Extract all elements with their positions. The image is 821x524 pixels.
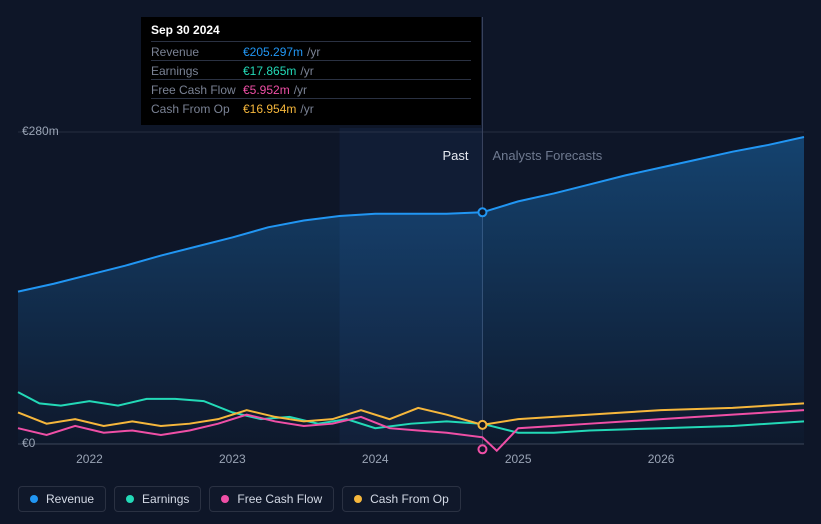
y-axis-zero-label: €0 [22,436,35,450]
legend-dot-icon [126,495,134,503]
revenue-marker [478,208,486,216]
tooltip-row: Cash From Op€16.954m/yr [151,98,471,117]
fcf-marker [478,445,486,453]
tooltip-row-label: Cash From Op [151,102,243,116]
tooltip-row-value: €5.952m [243,83,290,97]
legend-dot-icon [221,495,229,503]
tooltip-row-label: Free Cash Flow [151,83,243,97]
legend-label: Revenue [46,492,94,506]
tooltip-row-label: Revenue [151,45,243,59]
legend-label: Earnings [142,492,189,506]
tooltip-row-value: €16.954m [243,102,296,116]
legend: Revenue Earnings Free Cash Flow Cash From O… [18,486,461,512]
legend-item-cash-from-op[interactable]: Cash From Op [342,486,461,512]
cashop-marker [478,421,486,429]
x-tick: 2022 [76,452,103,466]
tooltip-date: Sep 30 2024 [151,23,471,41]
legend-item-revenue[interactable]: Revenue [18,486,106,512]
y-axis-max-label: €280m [22,124,59,138]
x-tick: 2026 [648,452,675,466]
legend-dot-icon [354,495,362,503]
legend-label: Free Cash Flow [237,492,322,506]
tooltip-row: Earnings€17.865m/yr [151,60,471,79]
legend-dot-icon [30,495,38,503]
tooltip-row-value: €17.865m [243,64,296,78]
tooltip-row-label: Earnings [151,64,243,78]
x-tick: 2024 [362,452,389,466]
tooltip-row: Revenue€205.297m/yr [151,41,471,60]
hover-tooltip: Sep 30 2024 Revenue€205.297m/yrEarnings€… [141,17,481,125]
tooltip-row: Free Cash Flow€5.952m/yr [151,79,471,98]
legend-item-earnings[interactable]: Earnings [114,486,201,512]
region-forecasts-label: Analysts Forecasts [492,148,602,163]
tooltip-row-unit: /yr [307,45,320,59]
tooltip-row-unit: /yr [294,83,307,97]
legend-label: Cash From Op [370,492,449,506]
region-past-label: Past [442,148,468,163]
tooltip-row-unit: /yr [300,102,313,116]
x-tick: 2025 [505,452,532,466]
legend-item-free-cash-flow[interactable]: Free Cash Flow [209,486,334,512]
tooltip-row-value: €205.297m [243,45,303,59]
x-tick: 2023 [219,452,246,466]
tooltip-row-unit: /yr [300,64,313,78]
